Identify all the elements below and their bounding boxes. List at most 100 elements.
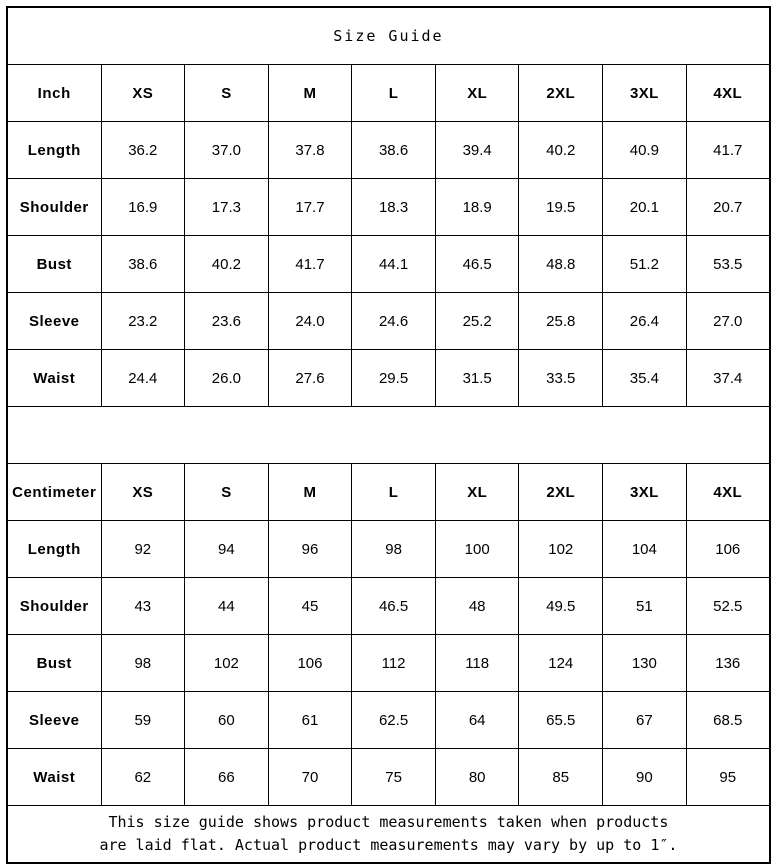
value-shoulder-2xl: 19.5 bbox=[518, 178, 604, 236]
value-waist-m: 27.6 bbox=[267, 349, 353, 407]
table-row: Length 36.2 37.0 37.8 38.6 39.4 40.2 40.9 41.7 bbox=[6, 121, 771, 179]
size-header-s: S bbox=[184, 463, 269, 521]
value-sleeve-xl: 25.2 bbox=[434, 292, 520, 350]
table-row: Shoulder 16.9 17.3 17.7 18.3 18.9 19.5 20.1 20.7 bbox=[6, 178, 771, 236]
value-length-2xl: 102 bbox=[518, 520, 604, 578]
row-label-length: Length bbox=[6, 520, 102, 578]
value-length-xs: 92 bbox=[100, 520, 186, 578]
size-header-2xl: 2XL bbox=[518, 64, 604, 122]
table-row: Shoulder 43 44 45 46.5 48 49.5 51 52.5 bbox=[6, 577, 771, 635]
row-label-sleeve: Sleeve bbox=[6, 691, 102, 749]
value-shoulder-2xl: 49.5 bbox=[518, 577, 604, 635]
value-sleeve-xs: 59 bbox=[100, 691, 186, 749]
value-length-m: 96 bbox=[267, 520, 353, 578]
size-header-l: L bbox=[351, 64, 436, 122]
value-length-xl: 100 bbox=[434, 520, 520, 578]
value-bust-s: 102 bbox=[184, 634, 269, 692]
value-sleeve-4xl: 27.0 bbox=[685, 292, 771, 350]
value-bust-l: 44.1 bbox=[351, 235, 436, 293]
table-row: Bust 38.6 40.2 41.7 44.1 46.5 48.8 51.2 53.5 bbox=[6, 235, 771, 293]
value-shoulder-m: 45 bbox=[267, 577, 353, 635]
value-shoulder-l: 18.3 bbox=[351, 178, 436, 236]
value-sleeve-3xl: 67 bbox=[602, 691, 687, 749]
value-bust-xl: 46.5 bbox=[434, 235, 520, 293]
value-length-3xl: 104 bbox=[602, 520, 687, 578]
size-guide-body: Size Guide Inch XS S M L XL 2XL 3XL 4XL Length 36.… bbox=[6, 6, 771, 864]
value-length-3xl: 40.9 bbox=[602, 121, 687, 179]
value-sleeve-m: 61 bbox=[267, 691, 353, 749]
table-row: Waist 62 66 70 75 80 85 90 95 bbox=[6, 748, 771, 806]
row-label-waist: Waist bbox=[6, 349, 102, 407]
value-bust-m: 41.7 bbox=[267, 235, 353, 293]
value-length-4xl: 41.7 bbox=[685, 121, 771, 179]
table-row: Bust 98 102 106 112 118 124 130 136 bbox=[6, 634, 771, 692]
value-bust-2xl: 48.8 bbox=[518, 235, 604, 293]
size-header-4xl: 4XL bbox=[685, 463, 771, 521]
value-bust-4xl: 136 bbox=[685, 634, 771, 692]
table-row: Waist 24.4 26.0 27.6 29.5 31.5 33.5 35.4 37.4 bbox=[6, 349, 771, 407]
value-bust-m: 106 bbox=[267, 634, 353, 692]
row-label-waist: Waist bbox=[6, 748, 102, 806]
value-bust-4xl: 53.5 bbox=[685, 235, 771, 293]
footer-note-line-2: are laid flat. Actual product measuremen… bbox=[99, 836, 678, 854]
value-waist-m: 70 bbox=[267, 748, 353, 806]
value-length-s: 37.0 bbox=[184, 121, 269, 179]
value-waist-xs: 24.4 bbox=[100, 349, 186, 407]
value-sleeve-s: 60 bbox=[184, 691, 269, 749]
footer-row: This size guide shows product measuremen… bbox=[6, 805, 771, 864]
row-label-sleeve: Sleeve bbox=[6, 292, 102, 350]
header-row-inch: Inch XS S M L XL 2XL 3XL 4XL bbox=[6, 64, 771, 122]
value-length-2xl: 40.2 bbox=[518, 121, 604, 179]
value-bust-xl: 118 bbox=[434, 634, 520, 692]
table-row: Sleeve 59 60 61 62.5 64 65.5 67 68.5 bbox=[6, 691, 771, 749]
value-waist-s: 26.0 bbox=[184, 349, 269, 407]
value-shoulder-3xl: 20.1 bbox=[602, 178, 687, 236]
value-bust-xs: 38.6 bbox=[100, 235, 186, 293]
row-label-length: Length bbox=[6, 121, 102, 179]
footer-note-line-1: This size guide shows product measuremen… bbox=[108, 812, 669, 831]
size-header-s: S bbox=[184, 64, 269, 122]
row-label-bust: Bust bbox=[6, 634, 102, 692]
value-length-xs: 36.2 bbox=[100, 121, 186, 179]
size-header-m: M bbox=[267, 463, 353, 521]
page-title: Size Guide bbox=[6, 6, 771, 65]
header-row-centimeter: Centimeter XS S M L XL 2XL 3XL 4XL bbox=[6, 463, 771, 521]
size-header-2xl: 2XL bbox=[518, 463, 604, 521]
value-shoulder-l: 46.5 bbox=[351, 577, 436, 635]
value-shoulder-3xl: 51 bbox=[602, 577, 687, 635]
size-header-3xl: 3XL bbox=[602, 64, 687, 122]
value-shoulder-xl: 48 bbox=[434, 577, 520, 635]
value-waist-xl: 31.5 bbox=[434, 349, 520, 407]
value-bust-3xl: 130 bbox=[602, 634, 687, 692]
size-header-l: L bbox=[351, 463, 436, 521]
spacer-row bbox=[6, 406, 771, 464]
value-bust-3xl: 51.2 bbox=[602, 235, 687, 293]
size-header-m: M bbox=[267, 64, 353, 122]
value-shoulder-s: 17.3 bbox=[184, 178, 269, 236]
value-sleeve-xs: 23.2 bbox=[100, 292, 186, 350]
value-bust-xs: 98 bbox=[100, 634, 186, 692]
value-shoulder-xs: 43 bbox=[100, 577, 186, 635]
value-waist-4xl: 37.4 bbox=[685, 349, 771, 407]
size-header-xs: XS bbox=[100, 463, 186, 521]
size-header-4xl: 4XL bbox=[685, 64, 771, 122]
value-sleeve-3xl: 26.4 bbox=[602, 292, 687, 350]
table-row: Sleeve 23.2 23.6 24.0 24.6 25.2 25.8 26.4 27.0 bbox=[6, 292, 771, 350]
value-shoulder-4xl: 52.5 bbox=[685, 577, 771, 635]
value-sleeve-m: 24.0 bbox=[267, 292, 353, 350]
value-waist-l: 29.5 bbox=[351, 349, 436, 407]
title-row: Size Guide bbox=[6, 6, 771, 65]
value-waist-4xl: 95 bbox=[685, 748, 771, 806]
value-length-xl: 39.4 bbox=[434, 121, 520, 179]
value-waist-l: 75 bbox=[351, 748, 436, 806]
value-sleeve-s: 23.6 bbox=[184, 292, 269, 350]
size-header-xl: XL bbox=[434, 64, 520, 122]
value-shoulder-4xl: 20.7 bbox=[685, 178, 771, 236]
value-length-l: 98 bbox=[351, 520, 436, 578]
value-waist-xl: 80 bbox=[434, 748, 520, 806]
value-shoulder-s: 44 bbox=[184, 577, 269, 635]
value-bust-l: 112 bbox=[351, 634, 436, 692]
value-sleeve-4xl: 68.5 bbox=[685, 691, 771, 749]
footer-note: This size guide shows product measuremen… bbox=[6, 805, 771, 864]
value-sleeve-l: 62.5 bbox=[351, 691, 436, 749]
